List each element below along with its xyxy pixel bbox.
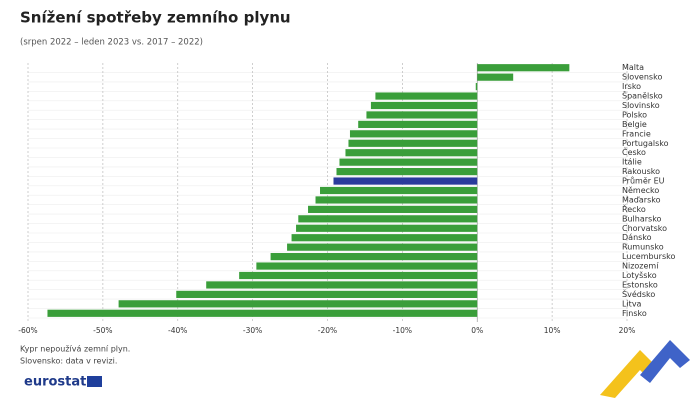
y-tick-label: Řecko [622, 204, 646, 214]
x-tick-label: -10% [393, 326, 412, 335]
y-tick-label: Chorvatsko [622, 224, 667, 233]
bar [315, 196, 478, 204]
bar [118, 300, 478, 308]
y-tick-label: Česko [622, 146, 646, 157]
y-tick-label: Malta [622, 63, 644, 72]
footnote: Slovensko: data v revizi. [20, 357, 117, 366]
y-tick-label: Rakousko [622, 167, 660, 176]
bar [366, 111, 478, 119]
x-tick-label: 20% [619, 326, 636, 335]
y-tick-label: Itálie [622, 158, 642, 167]
y-tick-label: Průměr EU [622, 176, 665, 186]
y-tick-label: Švédsko [622, 288, 655, 299]
x-tick-label: -50% [93, 326, 112, 335]
y-tick-label: Lotyšsko [622, 270, 657, 280]
x-tick-label: 10% [544, 326, 561, 335]
y-tick-label: Portugalsko [622, 139, 669, 148]
bar [345, 149, 478, 157]
bar [477, 73, 514, 81]
x-tick-label: -40% [168, 326, 187, 335]
x-tick-label: -20% [318, 326, 337, 335]
bar [349, 130, 478, 138]
y-tick-label: Belgie [622, 120, 647, 129]
x-tick-label: -30% [243, 326, 262, 335]
bar [256, 262, 478, 270]
y-tick-label: Slovensko [622, 73, 662, 82]
bar [333, 177, 478, 185]
y-tick-label: Irsko [622, 82, 641, 91]
decoration [600, 340, 690, 398]
bar [308, 205, 478, 213]
bar [320, 186, 478, 195]
y-tick-label: Polsko [622, 110, 647, 119]
bar [47, 309, 478, 317]
bar [298, 215, 478, 223]
bar [287, 243, 478, 251]
y-tick-label: Litva [622, 299, 642, 308]
y-tick-label: Rumunsko [622, 243, 664, 252]
source-logo: eurostat [24, 375, 86, 390]
y-tick-label: Lucembursko [622, 252, 675, 261]
eu-flag [87, 376, 102, 387]
y-tick-label: Francie [622, 129, 651, 138]
y-tick-label: Finsko [622, 309, 647, 318]
y-tick-label: Dánsko [622, 233, 652, 242]
y-tick-label: Španělsko [622, 90, 663, 101]
bar [370, 101, 478, 110]
footnote: Kypr nepoužívá zemní plyn. [20, 345, 130, 354]
bar [176, 290, 478, 298]
bar [206, 281, 478, 289]
bar [475, 83, 478, 91]
y-tick-label: Německo [622, 186, 659, 195]
x-tick-label: 0% [471, 326, 483, 335]
y-tick-label: Estonsko [622, 280, 658, 289]
bar [336, 168, 478, 176]
bar [348, 139, 478, 147]
bar [358, 120, 478, 128]
bar [291, 234, 478, 242]
bar [375, 92, 478, 100]
y-tick-label: Maďarsko [622, 195, 661, 204]
y-tick-label: Bulharsko [622, 214, 662, 223]
y-tick-label: Slovinsko [622, 101, 660, 110]
bar [296, 224, 478, 232]
bar [477, 64, 570, 72]
bar [239, 271, 478, 280]
bar [270, 253, 478, 261]
x-tick-label: -60% [18, 326, 37, 335]
chart-title: Snížení spotřeby zemního plynu [20, 9, 291, 27]
chart-subtitle: (srpen 2022 – leden 2023 vs. 2017 – 2022… [20, 38, 203, 48]
bar [339, 158, 478, 166]
y-tick-label: Nizozemí [622, 262, 659, 271]
